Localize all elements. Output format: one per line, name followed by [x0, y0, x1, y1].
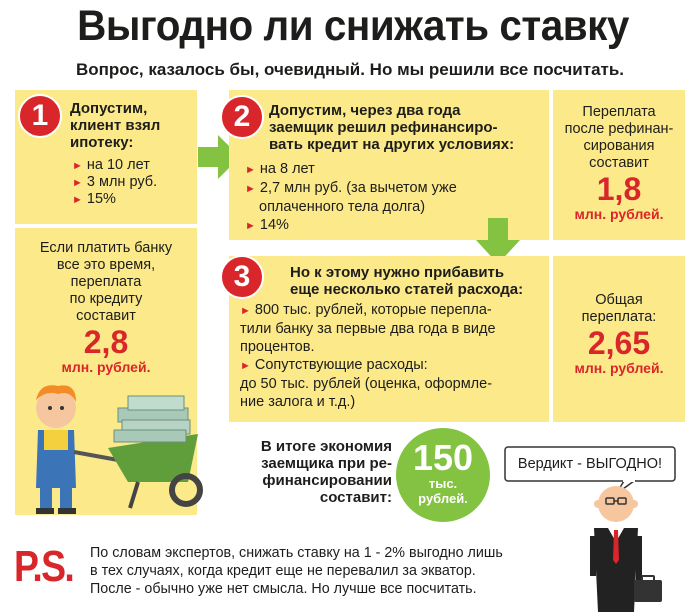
list-item: ► 3 млн руб.	[72, 174, 158, 190]
step1-overpay-value: 2,8	[83, 324, 129, 360]
step1-heading: Допустим, клиент взял ипотеку:	[70, 100, 161, 151]
list-item-continuation: до 50 тыс. рублей (оценка, оформле-	[240, 376, 493, 392]
list-item: ► на 8 лет	[245, 161, 315, 177]
divider	[15, 224, 197, 228]
step1-overpay-unit: млн. рублей.	[61, 359, 151, 375]
step2-items: ► на 8 лет ► 2,7 млн руб. (за вычетом уже …	[245, 161, 545, 234]
businessman-illustration	[590, 486, 662, 612]
list-item: ► на 10 лет	[72, 157, 150, 173]
page-title: Выгодно ли снижать ставку	[77, 2, 629, 50]
triangle-bullet-icon: ►	[240, 305, 251, 317]
divider	[549, 90, 553, 240]
step2-panel	[229, 90, 685, 240]
list-item: ► 15%	[72, 191, 116, 207]
divider	[549, 256, 553, 422]
step2-number: 2	[220, 95, 264, 139]
step3-panel	[229, 256, 685, 422]
result-text: В итоге экономия заемщика при ре- финанс…	[260, 438, 392, 506]
list-item-continuation: ние залога и т.д.)	[240, 394, 356, 410]
ps-label: P.S.	[14, 542, 75, 591]
step3-heading: Но к этому нужно прибавить еще несколько…	[290, 264, 524, 298]
list-item: ► Сопутствующие расходы:	[240, 357, 428, 373]
step1-number: 1	[18, 94, 62, 138]
step3-side-value: 2,65	[587, 325, 651, 361]
triangle-bullet-icon: ►	[72, 194, 83, 206]
page-subtitle: Вопрос, казалось бы, очевидный. Но мы ре…	[75, 60, 625, 79]
step2-side-unit: млн. рублей.	[574, 206, 664, 222]
step3-items: ► 800 тыс. рублей, которые перепла- тили …	[240, 302, 548, 410]
list-item: ► 2,7 млн руб. (за вычетом уже	[245, 180, 457, 196]
triangle-bullet-icon: ►	[72, 160, 83, 172]
step3-side-unit: млн. рублей.	[574, 360, 664, 376]
step2-heading: Допустим, через два года заемщик решил р…	[269, 102, 515, 153]
triangle-bullet-icon: ►	[245, 183, 256, 195]
step3-number: 3	[220, 255, 264, 299]
list-item-continuation: оплаченного тела долга)	[259, 199, 426, 215]
triangle-bullet-icon: ►	[72, 177, 83, 189]
triangle-bullet-icon: ►	[245, 164, 256, 176]
step1-items: ► на 10 лет ► 3 млн руб. ► 15%	[72, 157, 197, 208]
list-item-continuation: тили банку за первые два года в виде	[240, 321, 496, 337]
step3-side: Общая переплата: 2,65 млн. рублей.	[556, 292, 682, 376]
triangle-bullet-icon: ►	[245, 220, 256, 232]
step2-side-value: 1,8	[596, 171, 642, 207]
step1-overpay: Если платить банку все это время, перепл…	[18, 240, 194, 375]
ps-text: По словам экспертов, снижать ставку на 1…	[90, 545, 503, 597]
list-item-continuation: процентов.	[240, 339, 315, 355]
verdict-text: Вердикт - ВЫГОДНО!	[517, 456, 663, 472]
worker-wheelbarrow-illustration	[36, 385, 203, 514]
list-item: ► 14%	[245, 217, 289, 233]
arrow-right-icon	[198, 135, 240, 179]
step2-side: Переплата после рефинан- сирования соста…	[556, 104, 682, 222]
savings-badge: 150 тыс. рублей.	[396, 428, 490, 522]
list-item: ► 800 тыс. рублей, которые перепла-	[240, 302, 492, 318]
arrow-down-icon	[476, 218, 520, 264]
triangle-bullet-icon: ►	[240, 360, 251, 372]
